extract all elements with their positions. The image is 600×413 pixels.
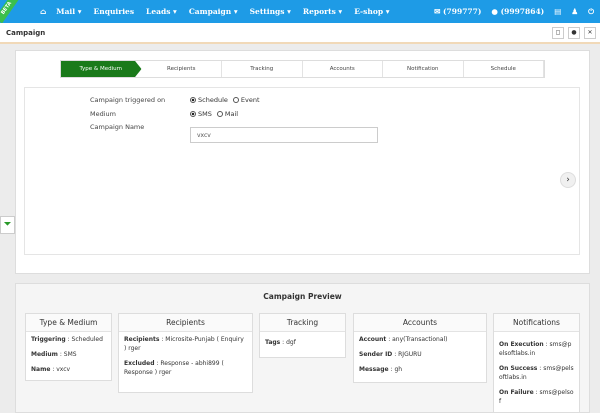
step-accounts[interactable]: Accounts [303,61,383,77]
type-medium-form [24,87,580,255]
card-row: On Execution : sms@pelsoftlabs.in [499,341,572,357]
preview-title: Campaign Preview [263,292,342,301]
card-row: Excluded : Response - abhi899 ( Response… [124,360,224,376]
step-tracking[interactable]: Tracking [222,61,303,77]
close-icon[interactable]: ✕ [584,27,596,39]
card-row: Medium : SMS [31,351,77,358]
card-title: Type & Medium [26,314,111,332]
trigger-label: Campaign triggered on [90,96,166,104]
card-title: Recipients [119,314,252,332]
nav-settings[interactable]: Settings ▾ [249,7,291,16]
envelope-icon: ✉ [434,7,441,16]
radio-schedule[interactable]: Schedule [190,96,228,104]
pin-icon[interactable]: ● [568,27,580,39]
wizard-steps: Type & Medium Recipients Tracking Accoun… [60,60,545,78]
card-row: On Success : sms@pelsoftlabs.in [499,365,574,381]
beta-badge: BETA [0,0,20,24]
user-icon[interactable]: ♟ [571,7,579,16]
step-type-medium[interactable]: Type & Medium [61,61,142,77]
radio-sms[interactable]: SMS [190,110,212,118]
preview-card-type: Type & Medium Triggering : Scheduled Med… [25,313,112,381]
card-title: Notifications [494,314,579,332]
card-row: Tags : dgf [265,339,296,346]
page-header: Campaign ◻ ● ✕ [0,23,600,44]
nav-eshop[interactable]: E-shop ▾ [354,7,390,16]
page-title: Campaign [6,28,46,37]
home-icon[interactable]: ⌂ [40,7,47,16]
chat-icon: ● [491,7,498,16]
preview-card-accounts: Accounts Account : any(Transactional) Se… [353,313,487,383]
card-title: Accounts [354,314,486,332]
card-row: Triggering : Scheduled [31,336,103,343]
radio-mail[interactable]: Mail [216,110,238,118]
card-row: Recipients : Microsite-Punjab ( Enquiry … [124,336,244,352]
next-chevron-icon[interactable]: › [560,172,576,188]
nav-campaign[interactable]: Campaign ▾ [188,7,238,16]
preview-card-notifications: Notifications On Execution : sms@pelsoft… [493,313,580,413]
database-icon[interactable]: ▤ [554,7,562,16]
medium-label: Medium [90,110,116,118]
card-row: Sender ID : RJGURU [359,351,422,358]
card-title: Tracking [260,314,345,332]
nav-enquiries[interactable]: Enquiries [93,7,135,16]
card-row: Name : vxcv [31,366,71,373]
card-row: On Failure : sms@pelsof [499,389,574,405]
nav-mail[interactable]: Mail ▾ [56,7,82,16]
nav-reports[interactable]: Reports ▾ [302,7,343,16]
nav-leads[interactable]: Leads ▾ [146,7,177,16]
step-schedule[interactable]: Schedule [464,61,544,77]
preview-card-recipients: Recipients Recipients : Microsite-Punjab… [118,313,253,393]
step-recipients[interactable]: Recipients [142,61,222,77]
sms-credit[interactable]: ✉ (799777) [434,7,482,16]
top-navbar: BETA ⌂ Mail ▾ Enquiries Leads ▾ Campaign… [0,0,600,24]
filter-icon[interactable]: ⏷ [0,216,15,234]
campaign-name-input[interactable]: vxcv [190,127,378,143]
preview-card-tracking: Tracking Tags : dgf [259,313,346,358]
power-icon[interactable]: ⏻ [588,6,594,16]
campaign-name-label: Campaign Name [90,123,145,131]
maximize-icon[interactable]: ◻ [552,27,564,39]
step-notification[interactable]: Notification [383,61,464,77]
card-row: Message : gh [359,366,403,373]
radio-event[interactable]: Event [232,96,260,104]
card-row: Account : any(Transactional) [359,336,448,343]
chat-credit[interactable]: ● (9997864) [491,7,545,16]
